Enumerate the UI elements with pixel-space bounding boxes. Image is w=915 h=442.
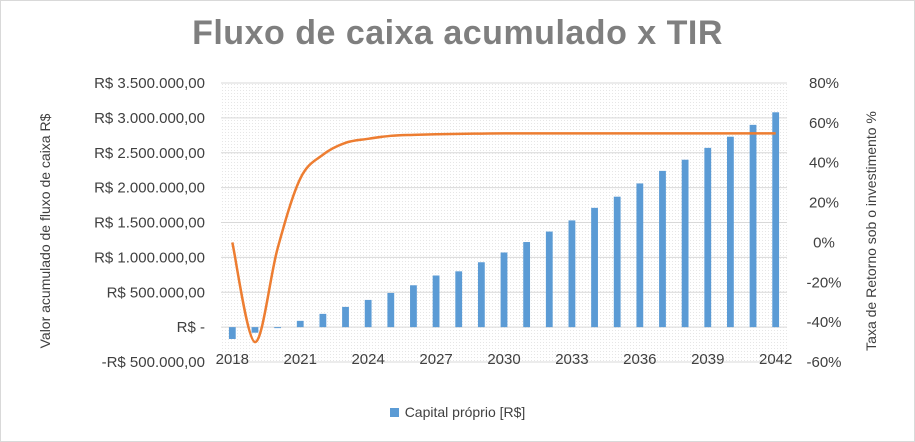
x-axis-ticks: 2018 2021 2024 2027 2030 2033 2036 2039 2042 bbox=[216, 351, 793, 368]
bar-2024 bbox=[364, 299, 372, 328]
y2-tick-label: 20% bbox=[809, 195, 839, 212]
bar-2037 bbox=[659, 170, 666, 328]
y2-tick-label: 60% bbox=[809, 115, 839, 132]
bar-2036 bbox=[636, 183, 644, 328]
x-tick-label: 2018 bbox=[216, 351, 249, 368]
bar-2027 bbox=[432, 275, 440, 328]
bar-2025 bbox=[387, 292, 395, 328]
y2-tick-label: -60% bbox=[806, 354, 841, 371]
bar-2029 bbox=[477, 262, 485, 328]
bar-2026 bbox=[410, 285, 417, 328]
bar-2023 bbox=[342, 306, 349, 328]
bar-2034 bbox=[591, 207, 598, 328]
y2-tick-label: -40% bbox=[806, 314, 841, 331]
y-tick-label: R$ 3.500.000,00 bbox=[94, 75, 205, 92]
gridlines bbox=[221, 82, 787, 363]
y-axis-title: Valor acumulado de fluxo de caixa R$ bbox=[37, 113, 53, 348]
right-axis-ticks: 80% 60% 40% 20% 0% -20% -40% -60% bbox=[806, 75, 841, 371]
bar-2041 bbox=[749, 124, 757, 328]
bar-2031 bbox=[523, 242, 531, 328]
bar-2032 bbox=[545, 231, 553, 328]
y2-tick-label: 0% bbox=[813, 234, 835, 251]
bar-2028 bbox=[455, 271, 463, 328]
bar-2035 bbox=[613, 196, 621, 328]
y-tick-label: -R$ 500.000,00 bbox=[102, 354, 205, 371]
bar-2040 bbox=[727, 136, 734, 328]
y2-tick-label: -20% bbox=[806, 274, 841, 291]
bar-2018 bbox=[228, 327, 236, 339]
bar-2038 bbox=[681, 159, 689, 328]
x-tick-label: 2042 bbox=[759, 351, 792, 368]
x-tick-label: 2027 bbox=[419, 351, 452, 368]
legend-swatch-capital bbox=[389, 408, 399, 417]
y-tick-label: R$ 2.500.000,00 bbox=[94, 145, 205, 162]
left-axis-ticks: R$ 3.500.000,00 R$ 3.000.000,00 R$ 2.500.0… bbox=[94, 75, 205, 371]
y-tick-label: R$ 2.000.000,00 bbox=[94, 180, 205, 197]
bar-2030 bbox=[500, 252, 508, 328]
x-tick-label: 2024 bbox=[351, 351, 384, 368]
x-tick-label: 2036 bbox=[623, 351, 656, 368]
bar-series bbox=[228, 112, 780, 339]
y-tick-label: R$ - bbox=[177, 319, 205, 336]
y-tick-label: R$ 3.000.000,00 bbox=[94, 110, 205, 127]
bar-2039 bbox=[704, 147, 712, 328]
y2-tick-label: 40% bbox=[809, 155, 839, 172]
y-tick-label: R$ 1.500.000,00 bbox=[94, 215, 205, 232]
x-tick-label: 2021 bbox=[284, 351, 317, 368]
chart-title: Fluxo de caixa acumulado x TIR bbox=[192, 14, 723, 52]
y-tick-label: R$ 500.000,00 bbox=[107, 284, 205, 301]
y2-tick-label: 80% bbox=[809, 75, 839, 92]
y-tick-label: R$ 1.000.000,00 bbox=[94, 249, 205, 266]
bar-2021 bbox=[296, 320, 304, 328]
tir-line-series bbox=[231, 132, 776, 344]
y2-axis-title: Taxa de Retorno sob o investimento % bbox=[863, 111, 879, 351]
x-tick-label: 2039 bbox=[691, 351, 724, 368]
bar-2020 bbox=[274, 327, 281, 329]
bar-2042 bbox=[772, 112, 780, 328]
x-tick-label: 2033 bbox=[555, 351, 588, 368]
legend-label-capital: Capital próprio [R$] bbox=[404, 404, 526, 420]
x-tick-label: 2030 bbox=[487, 351, 520, 368]
legend: Capital próprio [R$] bbox=[0, 404, 915, 420]
bar-2033 bbox=[568, 220, 576, 328]
bar-2019 bbox=[251, 327, 259, 333]
bar-2022 bbox=[319, 313, 327, 328]
